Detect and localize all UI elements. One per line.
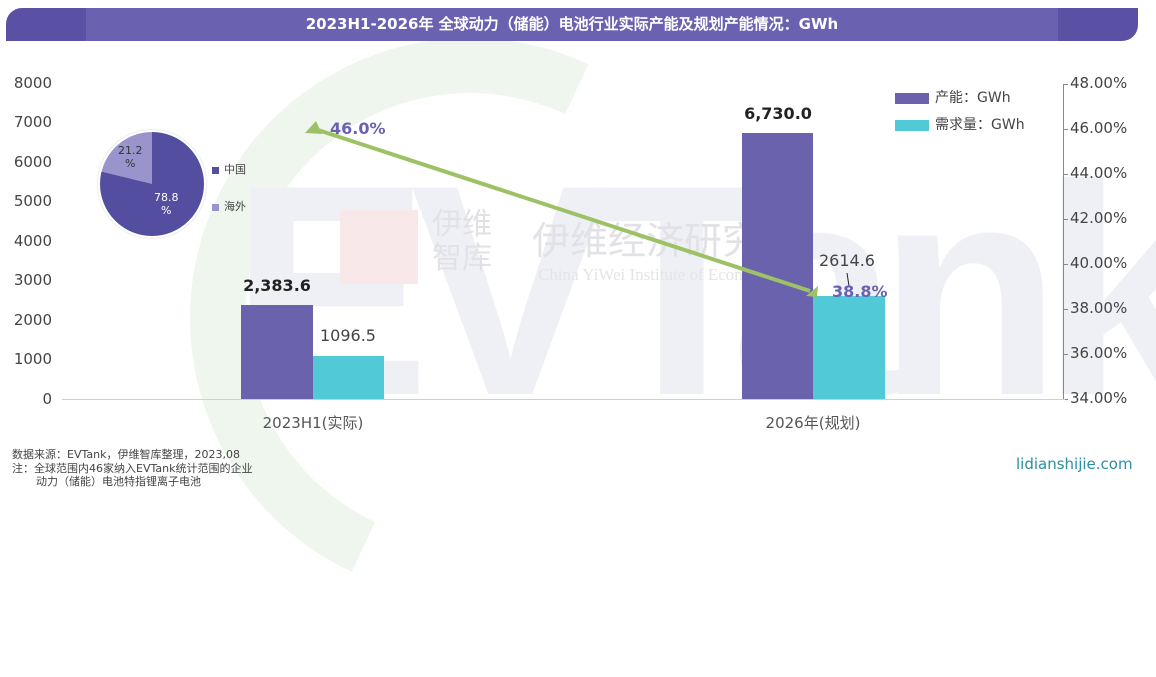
legend-label-demand: 需求量：GWh xyxy=(935,117,1025,133)
legend-swatch-demand xyxy=(895,119,929,131)
pie-legend-label-overseas: 海外 xyxy=(224,200,246,213)
x-label-2026: 2026年(规划) xyxy=(765,414,861,432)
pie-legend-swatch-china xyxy=(212,166,219,174)
right-axis-line xyxy=(1063,84,1064,400)
right-tick xyxy=(1063,84,1068,85)
y2-tick-34: 34.00% xyxy=(1070,389,1128,407)
y-tick-4000: 4000 xyxy=(13,232,52,250)
right-tick xyxy=(1063,219,1068,220)
pie-label-overseas: 21.2 % xyxy=(118,144,143,170)
y-tick-7000: 7000 xyxy=(13,113,52,131)
right-tick xyxy=(1063,129,1068,130)
pie-legend-label-china: 中国 xyxy=(224,163,246,176)
pct-label-2023h1: 46.0% xyxy=(330,119,386,138)
pie-label-overseas-pct: % xyxy=(125,157,136,170)
right-tick xyxy=(1063,399,1068,400)
pie-legend-swatch-overseas xyxy=(212,203,219,211)
ratio-arrow-line xyxy=(305,121,850,297)
y2-tick-40: 40.00% xyxy=(1070,254,1128,272)
right-tick xyxy=(1063,354,1068,355)
right-tick xyxy=(1063,309,1068,310)
inset-pie-chart xyxy=(98,130,206,238)
label-demand-2026: 2614.6 xyxy=(819,251,875,270)
bar-demand-2023h1 xyxy=(313,356,384,399)
footer-note-2: 动力（储能）电池特指锂离子电池 xyxy=(36,475,201,488)
legend-label-capacity: 产能：GWh xyxy=(935,90,1011,106)
site-watermark: lidianshijie.com xyxy=(1016,455,1133,473)
y-tick-1000: 1000 xyxy=(13,350,52,368)
bar-capacity-2023h1 xyxy=(241,305,313,399)
y-tick-6000: 6000 xyxy=(13,153,52,171)
x-axis-baseline xyxy=(62,399,1065,400)
chart-header: 2023H1-2026年 全球动力（储能）电池行业实际产能及规划产能情况：GWh xyxy=(6,8,1138,41)
y2-tick-46: 46.00% xyxy=(1070,119,1128,137)
bar-demand-2026 xyxy=(813,296,885,399)
label-demand-2023h1: 1096.5 xyxy=(320,326,376,345)
y-tick-3000: 3000 xyxy=(13,271,52,289)
label-capacity-2023h1: 2,383.6 xyxy=(243,276,311,295)
label-capacity-2026: 6,730.0 xyxy=(744,104,812,123)
y-tick-2000: 2000 xyxy=(13,311,52,329)
legend-capacity: 产能：GWh xyxy=(895,87,1011,107)
y-tick-5000: 5000 xyxy=(13,192,52,210)
pct-label-2026: 38.8% xyxy=(832,282,888,301)
y2-tick-44: 44.00% xyxy=(1070,164,1128,182)
x-label-2023h1: 2023H1(实际) xyxy=(262,414,364,432)
header-inner xyxy=(86,8,1058,41)
pie-legend-overseas: 海外 xyxy=(212,198,246,214)
y-tick-8000: 8000 xyxy=(13,74,52,92)
chart-title: 2023H1-2026年 全球动力（储能）电池行业实际产能及规划产能情况：GWh xyxy=(305,15,839,33)
legend-demand: 需求量：GWh xyxy=(895,114,1025,134)
footer-note-1: 注：全球范围内46家纳入EVTank统计范围的企业 xyxy=(12,461,253,475)
footer-notes: 数据来源：EVTank，伊维智库整理，2023,08 注：全球范围内46家纳入E… xyxy=(12,448,252,489)
footer-source: 数据来源：EVTank，伊维智库整理，2023,08 xyxy=(12,448,240,461)
y2-tick-42: 42.00% xyxy=(1070,209,1128,227)
right-tick xyxy=(1063,174,1068,175)
right-tick xyxy=(1063,264,1068,265)
pie-label-china-pct: % xyxy=(161,204,172,217)
y-tick-0: 0 xyxy=(42,390,52,408)
pie-label-overseas-value: 21.2 xyxy=(118,144,143,157)
pie-legend-china: 中国 xyxy=(212,161,246,177)
bar-capacity-2026 xyxy=(742,133,813,399)
y2-tick-36: 36.00% xyxy=(1070,344,1128,362)
y2-tick-38: 38.00% xyxy=(1070,299,1128,317)
legend-swatch-capacity xyxy=(895,92,929,104)
pie-label-china: 78.8 % xyxy=(154,191,179,217)
y2-tick-48: 48.00% xyxy=(1070,74,1128,92)
pie-label-china-value: 78.8 xyxy=(154,191,179,204)
